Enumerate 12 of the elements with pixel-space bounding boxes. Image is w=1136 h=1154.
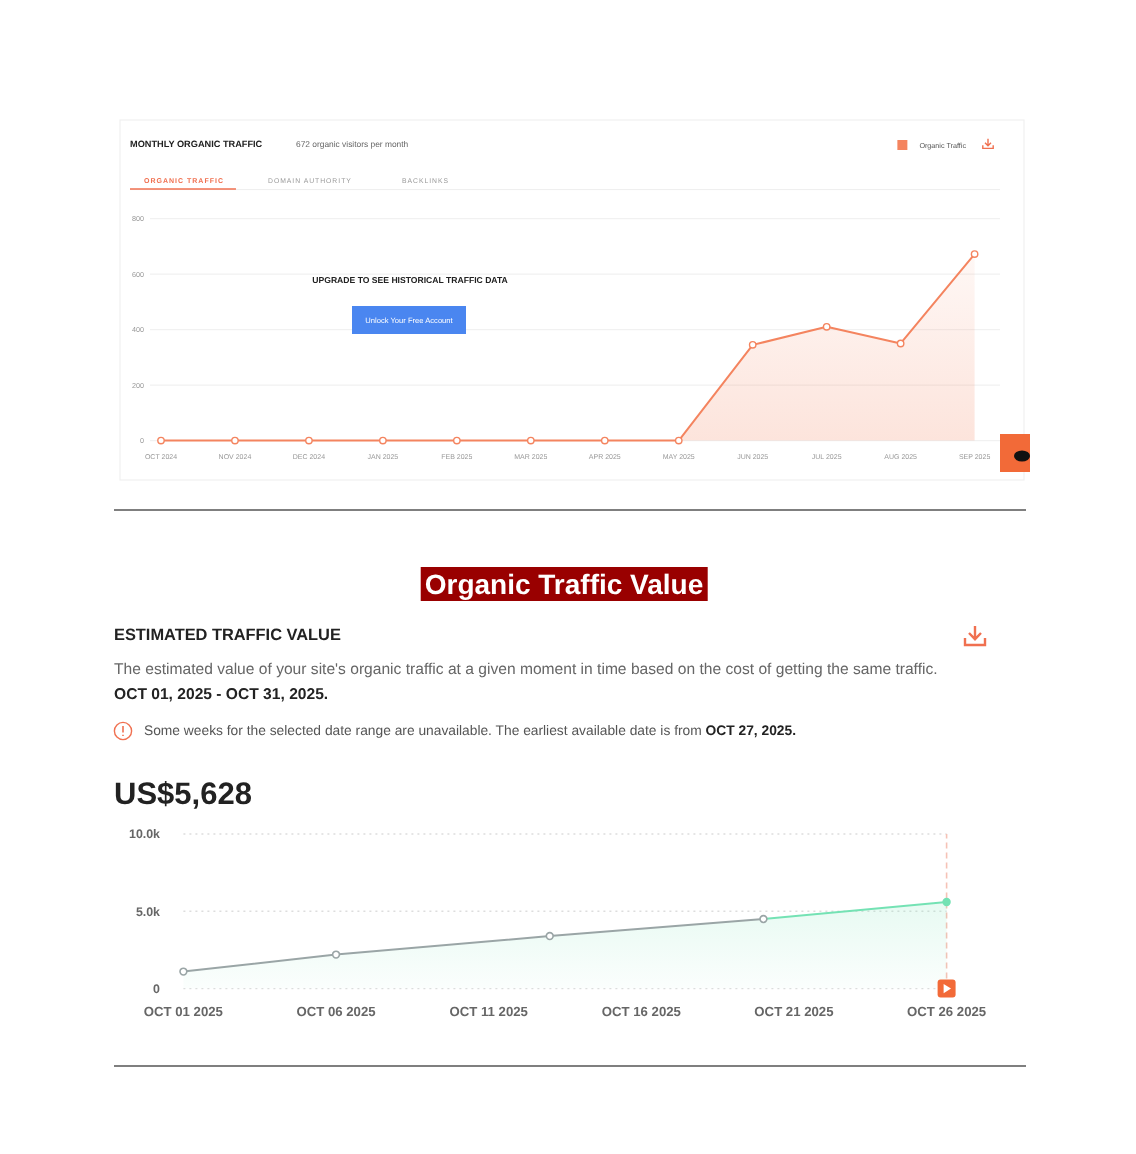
point xyxy=(305,436,313,445)
point xyxy=(526,436,535,445)
point xyxy=(970,250,979,259)
point xyxy=(157,436,165,445)
point xyxy=(231,436,239,445)
point xyxy=(748,340,757,349)
point xyxy=(896,339,905,348)
point xyxy=(674,436,683,445)
point xyxy=(600,436,609,445)
point xyxy=(452,436,461,445)
point xyxy=(822,322,831,331)
point xyxy=(378,436,387,445)
